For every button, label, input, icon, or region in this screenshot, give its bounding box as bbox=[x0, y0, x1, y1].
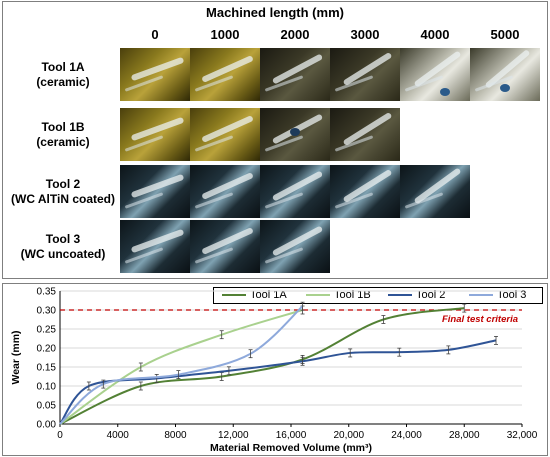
column-label-2000: 2000 bbox=[280, 27, 310, 42]
column-label-3000: 3000 bbox=[350, 27, 380, 42]
legend-swatch bbox=[469, 294, 493, 297]
row-label-1: Tool 1A (ceramic) bbox=[9, 60, 117, 90]
y-tick-label: 0.05 bbox=[37, 401, 57, 412]
wear-chart: 0.00 0.05 0.10 0.15 0.20 0.25 0.30 0.35 0 4000 800… bbox=[10, 287, 538, 455]
tool-wear-photo bbox=[120, 165, 190, 218]
x-axis-label: Material Removed Volume (mm³) bbox=[210, 442, 372, 454]
x-tick-label: 16,000 bbox=[276, 430, 307, 441]
row-label-2: Tool 1B (ceramic) bbox=[9, 120, 117, 150]
series-line-tool-2 bbox=[59, 339, 497, 425]
y-tick-label: 0.00 bbox=[37, 420, 57, 431]
y-tick-label: 0.30 bbox=[37, 306, 57, 317]
series-line-tool-1b bbox=[59, 309, 303, 425]
machined-length-title: Machined length (mm) bbox=[206, 5, 344, 20]
x-tick-label: 0 bbox=[57, 430, 63, 441]
legend-item: Tool 2 bbox=[388, 289, 445, 301]
tool-wear-photo bbox=[470, 48, 540, 101]
series-line-tool-3 bbox=[59, 305, 304, 425]
x-tick-label: 4000 bbox=[107, 430, 130, 441]
tool-wear-photo bbox=[400, 165, 470, 218]
x-tick-label: 32,000 bbox=[507, 430, 538, 441]
row-label-4: Tool 3 (WC uncoated) bbox=[9, 232, 117, 262]
tool-wear-photo bbox=[400, 48, 470, 101]
column-label-1000: 1000 bbox=[210, 27, 240, 42]
tool-material: (ceramic) bbox=[36, 75, 90, 89]
y-tick-label: 0.10 bbox=[37, 382, 57, 393]
x-tick-label: 20,000 bbox=[333, 430, 364, 441]
tool-wear-photo bbox=[260, 108, 330, 161]
x-tick-label: 24,000 bbox=[391, 430, 422, 441]
tool-wear-photo bbox=[330, 48, 400, 101]
tool-wear-photo bbox=[260, 165, 330, 218]
tool-wear-photo bbox=[330, 165, 400, 218]
column-label-0: 0 bbox=[151, 27, 159, 42]
tool-wear-photo bbox=[120, 220, 190, 273]
row-label-3: Tool 2 (WC AlTiN coated) bbox=[9, 177, 117, 207]
legend-swatch bbox=[306, 294, 330, 297]
legend-label: Tool 2 bbox=[416, 289, 446, 301]
tool-material: (WC uncoated) bbox=[20, 247, 106, 261]
tool-images-panel: Machined length (mm) 0 1000 2000 3000 4000 50… bbox=[2, 1, 548, 279]
x-tick-label: 8000 bbox=[164, 430, 187, 441]
column-label-5000: 5000 bbox=[490, 27, 520, 42]
tool-wear-photo bbox=[190, 48, 260, 101]
y-tick-label: 0.20 bbox=[37, 344, 57, 355]
tool-material: (ceramic) bbox=[36, 135, 90, 149]
tool-name: Tool 3 bbox=[45, 232, 81, 246]
tool-material: (WC AlTiN coated) bbox=[11, 192, 115, 206]
tool-wear-photo bbox=[190, 165, 260, 218]
tool-name: Tool 2 bbox=[45, 177, 81, 191]
column-label-4000: 4000 bbox=[420, 27, 450, 42]
x-tick-label: 28,000 bbox=[449, 430, 480, 441]
y-axis-label: Wear (mm) bbox=[10, 330, 22, 384]
tool-wear-photo bbox=[260, 220, 330, 273]
series-line-tool-1a bbox=[59, 307, 465, 425]
legend-label: Tool 1B bbox=[334, 289, 371, 301]
legend-item: Tool 1B bbox=[306, 289, 371, 301]
legend-swatch bbox=[388, 294, 412, 297]
y-tick-label: 0.15 bbox=[37, 363, 57, 374]
y-tick-label: 0.35 bbox=[37, 287, 57, 298]
legend-item: Tool 3 bbox=[469, 289, 526, 301]
tool-wear-photo bbox=[260, 48, 330, 101]
tool-name: Tool 1B bbox=[41, 120, 85, 134]
legend-swatch bbox=[222, 294, 246, 297]
tool-wear-photo bbox=[330, 108, 400, 161]
legend-item: Tool 1A bbox=[222, 289, 287, 301]
legend-label: Tool 3 bbox=[497, 289, 527, 301]
legend-label: Tool 1A bbox=[250, 289, 287, 301]
tool-name: Tool 1A bbox=[41, 60, 85, 74]
threshold-label: Final test criteria bbox=[442, 314, 518, 325]
tool-wear-photo bbox=[120, 108, 190, 161]
tool-wear-photo bbox=[190, 220, 260, 273]
x-tick-label: 12,000 bbox=[218, 430, 249, 441]
y-tick-label: 0.25 bbox=[37, 325, 57, 336]
tool-wear-photo bbox=[120, 48, 190, 101]
tool-wear-photo bbox=[190, 108, 260, 161]
wear-chart-panel: Tool 1A Tool 1B Tool 2 Tool 3 0.00 0.05 0.10 0… bbox=[2, 283, 548, 456]
